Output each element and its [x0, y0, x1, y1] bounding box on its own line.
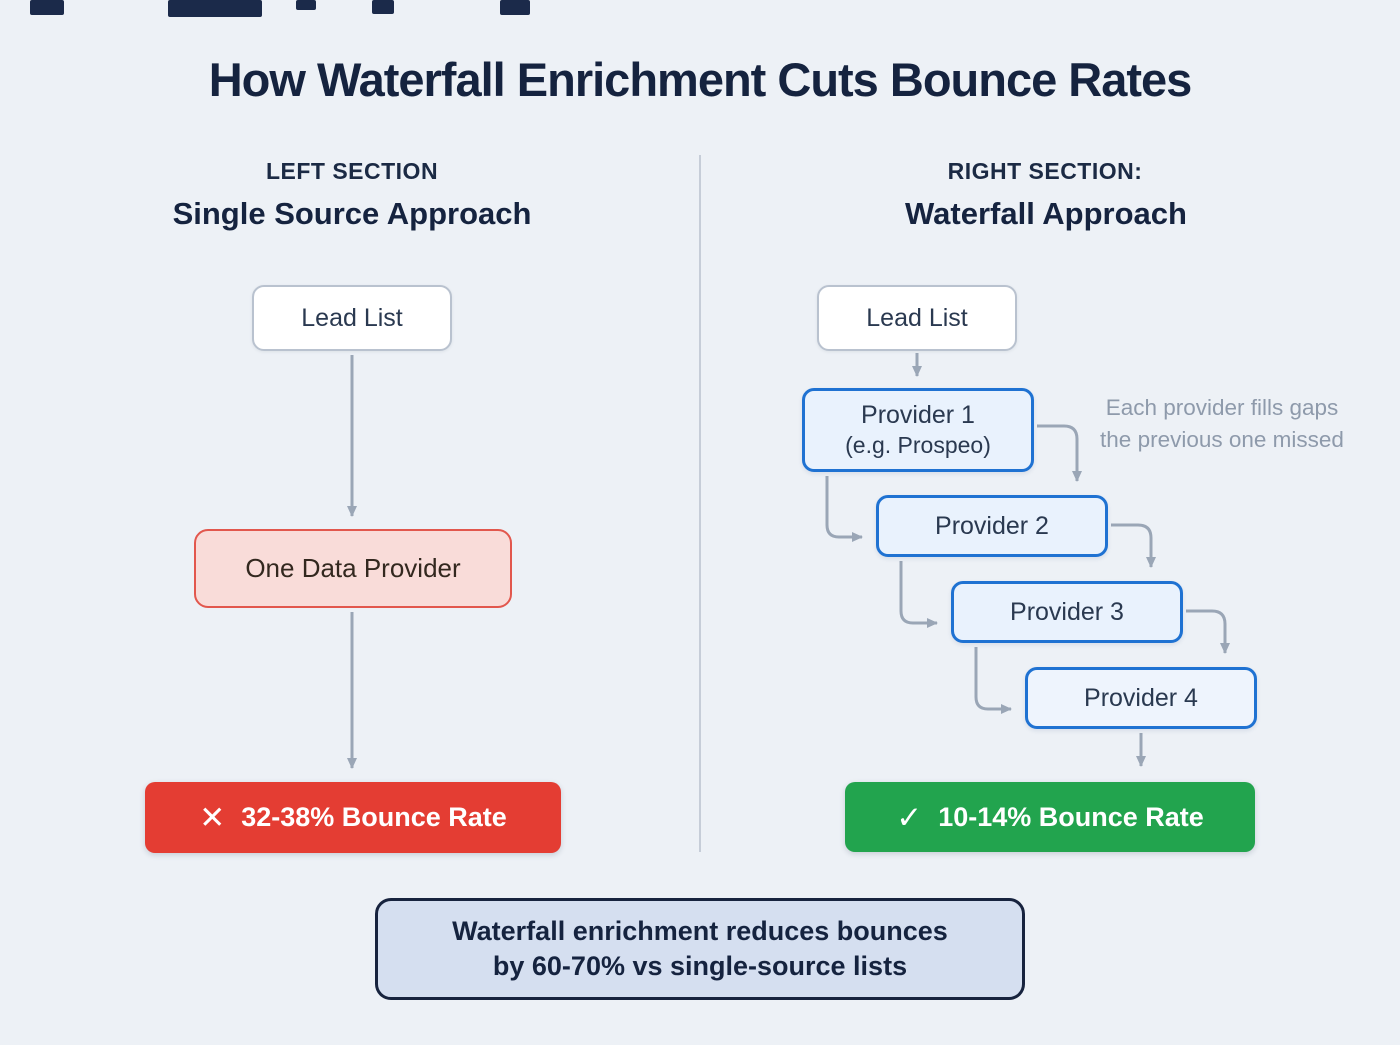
- top-crop-artifact: [168, 0, 262, 17]
- top-crop-artifact: [30, 0, 64, 15]
- provider-3-label: Provider 3: [1010, 597, 1124, 626]
- provider-4-label: Provider 4: [1084, 683, 1198, 712]
- section-divider: [699, 155, 701, 852]
- provider-1-label: Provider 1: [861, 401, 975, 429]
- one-data-provider-label: One Data Provider: [245, 553, 461, 583]
- top-crop-artifact: [372, 0, 394, 14]
- left-section-kicker: LEFT SECTION: [265, 158, 439, 184]
- x-icon: ✕: [199, 800, 226, 835]
- provider-1-sublabel: (e.g. Prospeo): [845, 432, 991, 459]
- provider-4-box: Provider 4: [1025, 667, 1257, 729]
- right-bounce-rate-banner: ✓ 10-14% Bounce Rate: [845, 782, 1255, 852]
- waterfall-annotation: Each provider fills gaps the previous on…: [1100, 395, 1344, 452]
- provider-3-box: Provider 3: [951, 581, 1183, 643]
- left-bounce-rate-banner: ✕ 32-38% Bounce Rate: [145, 782, 561, 853]
- provider-2-box: Provider 2: [876, 495, 1108, 557]
- provider-1-box: Provider 1 (e.g. Prospeo): [802, 388, 1034, 472]
- top-crop-artifact: [296, 0, 316, 10]
- summary-box: Waterfall enrichment reduces bounces by …: [375, 898, 1025, 1000]
- check-icon: ✓: [896, 799, 923, 835]
- summary-line-1: Waterfall enrichment reduces bounces: [452, 915, 948, 946]
- right-bounce-rate-label: 10-14% Bounce Rate: [938, 801, 1204, 832]
- one-data-provider-box: One Data Provider: [194, 529, 512, 608]
- right-lead-list-label: Lead List: [866, 303, 968, 332]
- summary-line-2: by 60-70% vs single-source lists: [492, 951, 908, 981]
- right-lead-list-box: Lead List: [817, 285, 1017, 351]
- page-title: How Waterfall Enrichment Cuts Bounce Rat…: [208, 53, 1193, 106]
- right-section-heading: Waterfall Approach: [905, 196, 1187, 231]
- left-lead-list-box: Lead List: [252, 285, 452, 351]
- left-section-heading: Single Source Approach: [172, 196, 532, 231]
- left-lead-list-label: Lead List: [301, 303, 403, 332]
- top-crop-artifact: [500, 0, 530, 15]
- right-section-kicker: RIGHT SECTION:: [947, 158, 1143, 184]
- provider-2-label: Provider 2: [935, 511, 1049, 540]
- left-bounce-rate-label: 32-38% Bounce Rate: [241, 802, 507, 832]
